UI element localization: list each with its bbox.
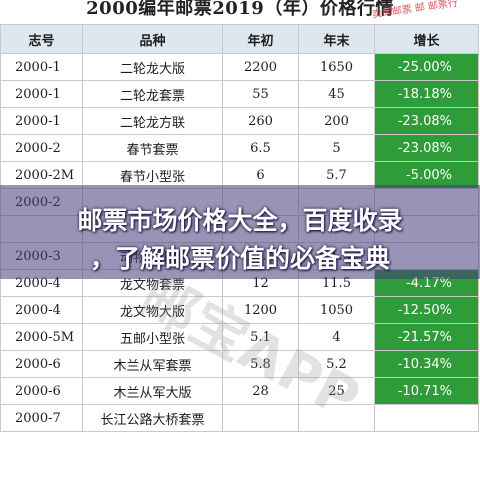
cell-name: 二轮龙大版 <box>82 53 223 81</box>
cell-growth: -10.71% <box>374 377 479 405</box>
cell-start: 2200 <box>222 53 299 81</box>
cell-id: 2000-5M <box>0 323 83 351</box>
cell-growth: -5.00% <box>374 161 479 189</box>
table-row: 2000-6 木兰从军套票 5.8 5.2 -10.34% <box>0 350 479 378</box>
table-row: 2000-2M 春节小型张 6 5.7 -5.00% <box>0 161 479 189</box>
cell-end: 45 <box>298 80 375 108</box>
cell-name: 春节套票 <box>82 134 223 162</box>
cell-end: 200 <box>298 107 375 135</box>
table-title: 2000编年邮票2019（年）价格行情 <box>86 0 394 19</box>
cell-id: 2000-2 <box>0 134 83 162</box>
cell-id: 2000-1 <box>0 80 83 108</box>
cell-id: 2000-1 <box>0 53 83 81</box>
table-row: 2000-5M 五邮小型张 5.1 4 -21.57% <box>0 323 479 351</box>
cell-start: 5.1 <box>222 323 299 351</box>
table-row: 2000-6 木兰从军大版 28 25 -10.71% <box>0 377 479 405</box>
cell-end: 1650 <box>298 53 375 81</box>
cell-name: 长江公路大桥套票 <box>82 404 223 432</box>
cell-start: 5.8 <box>222 350 299 378</box>
cell-id: 2000-2M <box>0 161 83 189</box>
cell-name: 二轮龙方联 <box>82 107 223 135</box>
cell-start: 6 <box>222 161 299 189</box>
header-start: 年初 <box>222 24 299 54</box>
cell-end: 5 <box>298 134 375 162</box>
cell-name: 春节小型张 <box>82 161 223 189</box>
cell-end <box>298 404 375 432</box>
cell-start: 260 <box>222 107 299 135</box>
header-id: 志号 <box>0 24 83 54</box>
cell-growth: -23.08% <box>374 107 479 135</box>
table-title-bar: 2000编年邮票2019（年）价格行情 <box>0 0 480 24</box>
cell-start: 28 <box>222 377 299 405</box>
cell-id: 2000-7 <box>0 404 83 432</box>
cell-growth <box>374 404 479 432</box>
table-row: 2000-1 二轮龙方联 260 200 -23.08% <box>0 107 479 135</box>
cell-id: 2000-1 <box>0 107 83 135</box>
table-row: 2000-4 龙文物大版 1200 1050 -12.50% <box>0 296 479 324</box>
headline-banner: 邮票市场价格大全，百度收录 ，了解邮票价值的必备宝典 <box>0 185 480 279</box>
cell-end: 25 <box>298 377 375 405</box>
header-end: 年末 <box>298 24 375 54</box>
header-name: 品种 <box>82 24 223 54</box>
cell-id: 2000-6 <box>0 377 83 405</box>
cell-end: 4 <box>298 323 375 351</box>
table-row: 2000-1 二轮龙套票 55 45 -18.18% <box>0 80 479 108</box>
table-header: 志号 品种 年初 年末 增长 <box>0 24 479 54</box>
cell-name: 木兰从军大版 <box>82 377 223 405</box>
cell-name: 五邮小型张 <box>82 323 223 351</box>
table-row: 2000-7 长江公路大桥套票 <box>0 404 479 432</box>
cell-growth: -25.00% <box>374 53 479 81</box>
cell-growth: -12.50% <box>374 296 479 324</box>
cell-growth: -21.57% <box>374 323 479 351</box>
cell-name: 木兰从军套票 <box>82 350 223 378</box>
table-row: 2000-1 二轮龙大版 2200 1650 -25.00% <box>0 53 479 81</box>
cell-start: 55 <box>222 80 299 108</box>
cell-growth: -18.18% <box>374 80 479 108</box>
cell-end: 1050 <box>298 296 375 324</box>
header-row: 志号 品种 年初 年末 增长 <box>0 24 479 54</box>
header-growth: 增长 <box>374 24 479 54</box>
table-row: 2000-2 春节套票 6.5 5 -23.08% <box>0 134 479 162</box>
cell-id: 2000-4 <box>0 296 83 324</box>
cell-growth: -10.34% <box>374 350 479 378</box>
cell-end: 5.2 <box>298 350 375 378</box>
cell-growth: -23.08% <box>374 134 479 162</box>
headline-line-1: 邮票市场价格大全，百度收录 <box>77 206 403 235</box>
cell-start: 6.5 <box>222 134 299 162</box>
cell-name: 二轮龙套票 <box>82 80 223 108</box>
cell-name: 龙文物大版 <box>82 296 223 324</box>
headline-line-2: ，了解邮票价值的必备宝典 <box>89 244 390 273</box>
cell-start: 1200 <box>222 296 299 324</box>
cell-start <box>222 404 299 432</box>
cell-id: 2000-6 <box>0 350 83 378</box>
